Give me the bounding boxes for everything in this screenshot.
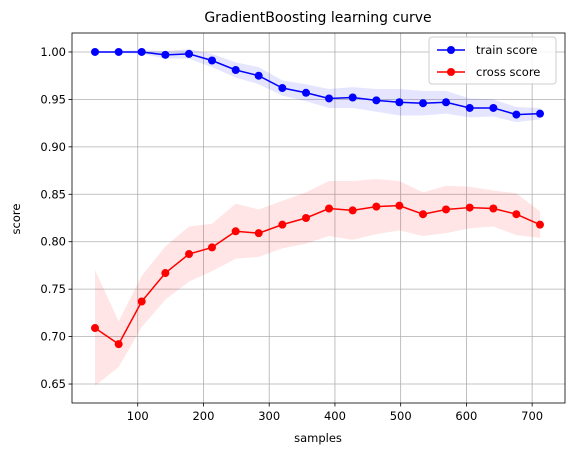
cross-score-point xyxy=(442,205,451,214)
y-tick-label: 1.00 xyxy=(40,45,66,59)
cross-score-point xyxy=(91,324,100,333)
y-tick-label: 0.95 xyxy=(40,92,66,106)
cross-score-point xyxy=(512,210,521,219)
train-score-point xyxy=(489,103,498,112)
cross-score-point xyxy=(208,243,217,252)
train-score-point xyxy=(137,47,146,56)
data-series xyxy=(91,47,545,349)
cross-score-point xyxy=(161,269,170,278)
x-tick-label: 600 xyxy=(455,409,477,423)
train-score-point xyxy=(512,110,521,119)
x-tick-label: 400 xyxy=(324,409,346,423)
cross-score-band xyxy=(95,179,541,386)
train-score-point xyxy=(419,99,428,108)
train-score-point xyxy=(442,98,451,107)
cross-score-point xyxy=(231,227,240,236)
y-tick-label: 0.80 xyxy=(40,235,66,249)
legend-label: cross score xyxy=(476,65,540,79)
cross-score-point xyxy=(325,204,334,213)
cross-score-point xyxy=(395,201,404,210)
cross-score-point xyxy=(137,297,146,306)
confidence-bands xyxy=(95,49,541,386)
cross-score-point xyxy=(114,340,123,349)
y-tick-label: 0.75 xyxy=(40,282,66,296)
grid xyxy=(72,33,565,403)
x-axis-label: samples xyxy=(294,431,342,445)
train-score-point xyxy=(536,109,545,118)
train-score-point xyxy=(372,96,381,105)
cross-score-point xyxy=(278,220,287,229)
cross-score-point xyxy=(254,229,263,238)
y-tick-label: 0.70 xyxy=(40,330,66,344)
cross-score-point xyxy=(372,202,381,211)
train-score-point xyxy=(348,93,357,102)
chart-title: GradientBoosting learning curve xyxy=(204,10,431,26)
train-score-band xyxy=(95,49,541,123)
train-score-point xyxy=(231,66,240,74)
x-axis-ticks: 100 200 300 400 500 600 700 xyxy=(127,403,543,423)
y-tick-label: 0.85 xyxy=(40,187,66,201)
cross-score-point xyxy=(348,206,357,215)
train-score-point xyxy=(185,49,194,58)
train-score-point xyxy=(465,103,474,112)
train-score-point xyxy=(395,98,404,107)
train-score-point xyxy=(325,94,334,103)
cross-score-point xyxy=(419,210,428,219)
x-tick-label: 200 xyxy=(192,409,214,423)
x-tick-label: 700 xyxy=(521,409,543,423)
train-score-point xyxy=(254,71,263,80)
train-score-point xyxy=(208,56,217,65)
legend-label: train score xyxy=(476,43,537,57)
plot-frame xyxy=(71,32,566,404)
cross-score-point xyxy=(489,204,498,213)
cross-score-point xyxy=(302,214,311,222)
legend: train score cross score xyxy=(428,36,557,85)
train-score-point xyxy=(114,47,123,56)
train-score-point xyxy=(278,84,287,93)
train-score-point xyxy=(91,47,100,56)
legend-swatch-marker xyxy=(447,46,455,54)
cross-score-point xyxy=(185,250,194,259)
cross-score-point xyxy=(536,220,545,229)
x-tick-label: 100 xyxy=(127,409,149,423)
y-axis-label: score xyxy=(9,204,23,235)
y-tick-label: 0.65 xyxy=(40,377,66,391)
x-tick-label: 300 xyxy=(258,409,280,423)
train-score-point xyxy=(302,88,311,97)
x-tick-label: 500 xyxy=(390,409,412,423)
train-score-point xyxy=(161,50,170,59)
y-tick-label: 0.90 xyxy=(40,140,66,154)
y-axis-ticks: 0.65 0.70 0.75 0.80 0.85 0.90 0.95 1.00 xyxy=(40,45,72,391)
legend-swatch-marker xyxy=(447,68,455,76)
cross-score-point xyxy=(465,203,474,212)
